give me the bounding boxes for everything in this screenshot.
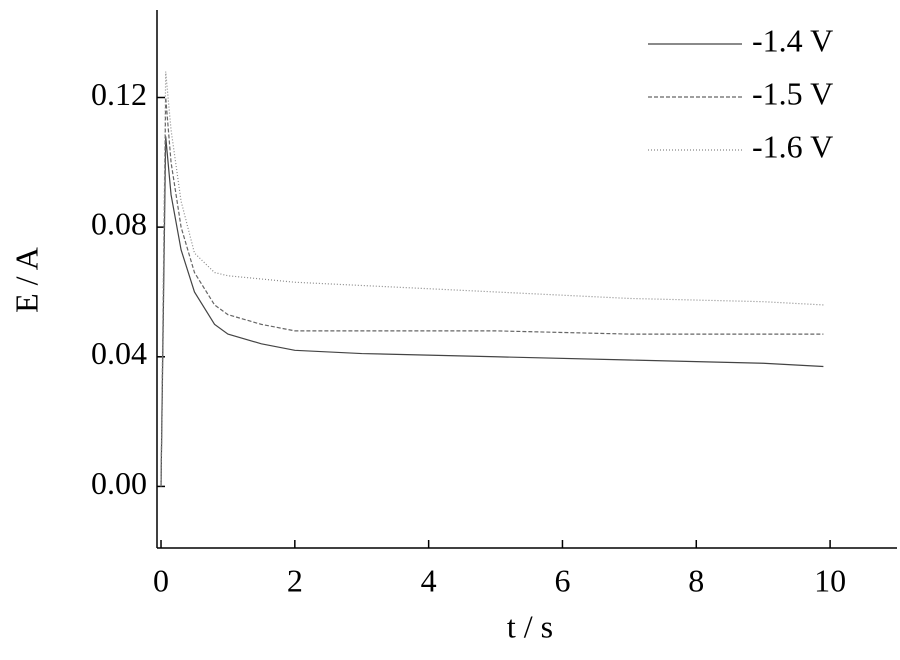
x-tick-label: 2 <box>287 562 303 598</box>
series-line <box>160 97 824 487</box>
series-line <box>160 136 824 487</box>
y-tick-label: 0.00 <box>91 465 147 501</box>
y-tick-label: 0.04 <box>91 335 147 371</box>
legend-label: -1.4 V <box>752 22 833 58</box>
legend-label: -1.5 V <box>752 75 833 111</box>
y-tick-label: 0.08 <box>91 205 147 241</box>
x-tick-label: 10 <box>814 562 846 598</box>
x-tick-label: 4 <box>421 562 437 598</box>
x-tick-label: 0 <box>153 562 169 598</box>
y-tick-label: 0.12 <box>91 76 147 112</box>
legend-label: -1.6 V <box>752 128 833 164</box>
x-tick-label: 8 <box>688 562 704 598</box>
series-line <box>160 71 824 487</box>
x-axis-label: t / s <box>507 608 553 644</box>
x-tick-label: 6 <box>554 562 570 598</box>
y-axis-label: E / A <box>8 247 44 313</box>
